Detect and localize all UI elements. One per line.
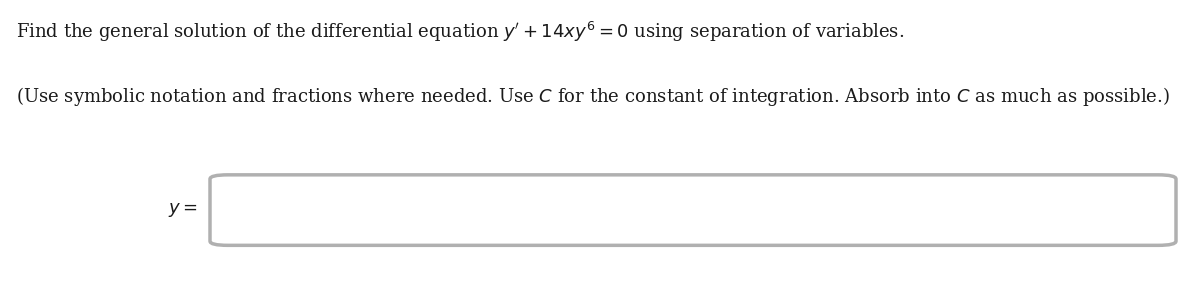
FancyBboxPatch shape (210, 175, 1176, 245)
Text: Find the general solution of the differential equation $y^{\prime} + 14xy^6 = 0$: Find the general solution of the differe… (16, 20, 904, 44)
Text: (Use symbolic notation and fractions where needed. Use $C$ for the constant of i: (Use symbolic notation and fractions whe… (16, 85, 1170, 108)
Text: $y =$: $y =$ (168, 201, 198, 219)
